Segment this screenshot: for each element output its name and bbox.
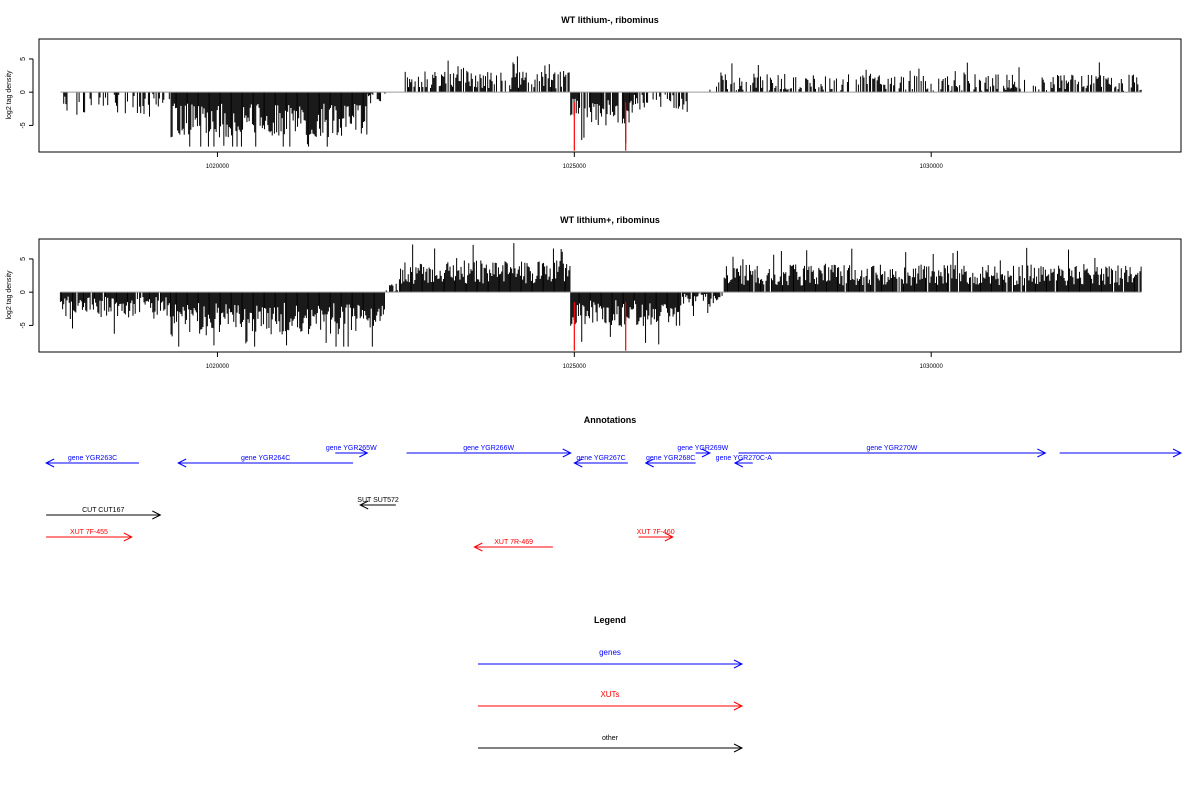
annotations-title: Annotations: [584, 415, 637, 425]
feature-label: gene YGR265W: [326, 445, 377, 452]
arrow-head-icon: [177, 458, 187, 468]
arrow-head-icon: [733, 743, 744, 753]
arrow-head-icon: [701, 448, 712, 458]
feature-label: gene YGR269W: [677, 445, 728, 452]
feature-gene-ygr265w: gene YGR265W: [326, 445, 377, 458]
arrow-head-icon: [573, 458, 583, 468]
feature-label: XUT 7F-455: [70, 529, 108, 536]
y-axis-label: log2 tag density: [6, 270, 13, 320]
arrow-head-icon: [733, 701, 744, 711]
arrow-head-icon: [1037, 448, 1047, 458]
annotations-panel: Annotations gene YGR263C gene YGR264Cgene…: [45, 415, 1183, 552]
legend-item-genes: genes: [478, 648, 744, 669]
legend: Legend genes XUTs other: [478, 615, 744, 753]
feature-label: XUT 7F-460: [637, 529, 675, 536]
density-bars: [63, 56, 1142, 147]
y-tick-label: 0: [20, 90, 27, 94]
x-tick-label: 1020000: [206, 164, 230, 170]
legend-item-other: other: [478, 735, 744, 753]
feature-gene-ygr270c-a: gene YGR270C-A: [716, 455, 773, 468]
arrow-head-icon: [562, 448, 572, 458]
plot-frame: [38, 238, 1182, 353]
arrow-head-icon: [644, 458, 654, 468]
feature-xut-7f-460: XUT 7F-460: [637, 529, 675, 542]
y-tick-label: 0: [20, 290, 27, 294]
bar-series: [63, 56, 1142, 147]
legend-title: Legend: [594, 615, 626, 625]
feature-gene-ygr268c: gene YGR268C: [644, 455, 696, 468]
red-marker-lines: [573, 302, 627, 351]
arrow-head-icon: [359, 448, 369, 458]
arrow-head-icon: [152, 510, 162, 520]
feature-unlabeled: [1059, 448, 1183, 458]
arrow-head-icon: [45, 458, 55, 468]
red-marker-lines: [573, 102, 627, 151]
feature-gene-ygr267c: gene YGR267C: [573, 455, 628, 468]
legend-item-xuts: XUTs: [478, 690, 744, 711]
arrow-head-icon: [1172, 448, 1183, 458]
feature-label: gene YGR264C: [241, 455, 290, 462]
track-lithium-minus: WT lithium-, ribominus log2 tag density …: [6, 15, 1182, 170]
y-tick-label: 5: [20, 57, 27, 61]
feature-label: CUT CUT167: [82, 507, 124, 514]
track-lithium-plus: WT lithium+, ribominus log2 tag density …: [6, 215, 1182, 370]
feature-label: gene YGR270C-A: [716, 455, 773, 462]
y-tick-label: -5: [20, 122, 27, 128]
x-tick-label: 1020000: [206, 364, 230, 370]
arrow-head-icon: [733, 659, 744, 669]
feature-label: gene YGR268C: [646, 455, 695, 462]
arrow-head-icon: [473, 542, 483, 552]
feature-gene-ygr263c: gene YGR263C: [45, 455, 139, 468]
arrow-head-icon: [123, 532, 133, 542]
bar-series: [59, 243, 1142, 347]
feature-xut-7f-455: XUT 7F-455: [46, 529, 133, 542]
feature-gene-ygr270w: gene YGR270W: [738, 445, 1047, 458]
feature-label: gene YGR267C: [576, 455, 625, 462]
density-bars: [59, 243, 1142, 347]
feature-label: SUT SUT572: [357, 497, 399, 504]
feature-xut-7r-469: XUT 7R-469: [473, 539, 553, 552]
y-axis-label: log2 tag density: [6, 70, 13, 120]
arrow-head-icon: [359, 500, 369, 510]
x-axis: 1020000 1025000 1030000: [206, 152, 944, 170]
x-tick-label: 1030000: [920, 164, 944, 170]
feature-label: gene YGR270W: [867, 445, 918, 452]
feature-gene-ygr269w: gene YGR269W: [677, 445, 729, 458]
y-tick-label: -5: [20, 322, 27, 328]
feature-cut-cut167: CUT CUT167: [46, 507, 162, 520]
plot-frame: [38, 38, 1182, 153]
track-title: WT lithium+, ribominus: [560, 215, 660, 225]
x-tick-label: 1025000: [563, 364, 587, 370]
feature-gene-ygr266w: gene YGR266W: [406, 445, 572, 458]
feature-gene-ygr264c: gene YGR264C: [177, 455, 354, 468]
y-tick-label: 5: [20, 257, 27, 261]
track-title: WT lithium-, ribominus: [561, 15, 659, 25]
legend-label: XUTs: [600, 690, 619, 699]
feature-list: gene YGR263C gene YGR264C gene YGR265W gene…: [45, 445, 1183, 552]
legend-label: genes: [599, 648, 621, 657]
feature-label: XUT 7R-469: [494, 539, 533, 546]
feature-label: gene YGR263C: [68, 455, 117, 462]
feature-sut-sut572: SUT SUT572: [357, 497, 399, 510]
x-tick-label: 1030000: [920, 364, 944, 370]
arrow-head-icon: [733, 458, 744, 468]
y-axis: -5 0 5: [20, 257, 34, 329]
x-axis: 1020000 1025000 1030000: [206, 352, 944, 370]
feature-label: gene YGR266W: [463, 445, 514, 452]
x-tick-label: 1025000: [563, 164, 587, 170]
legend-label: other: [602, 735, 619, 742]
y-axis: -5 0 5: [20, 57, 34, 129]
arrow-head-icon: [664, 532, 674, 542]
